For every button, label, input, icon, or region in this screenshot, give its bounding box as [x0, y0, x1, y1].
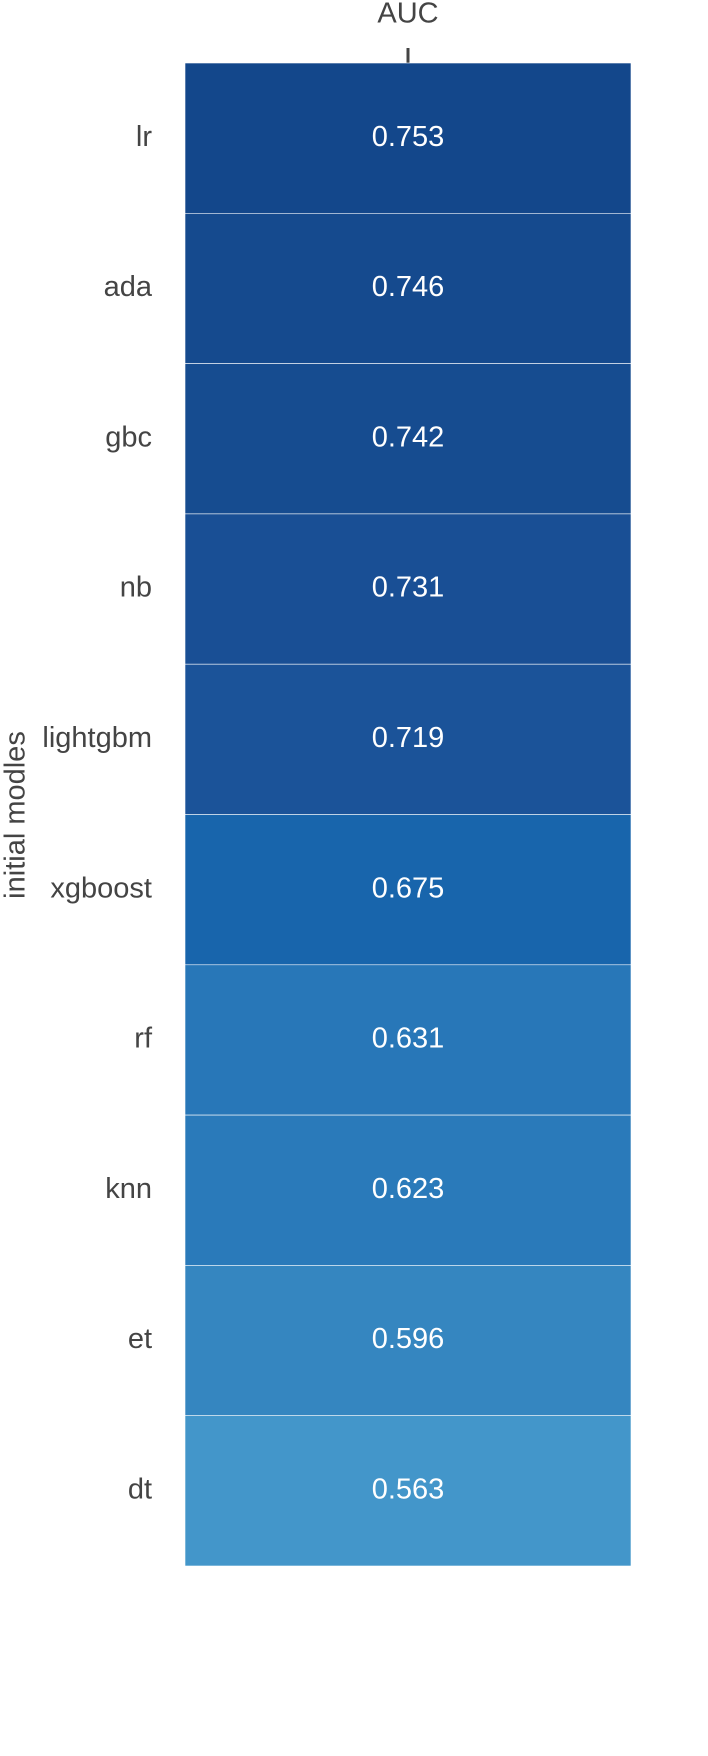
y-tick-label: lr — [136, 121, 152, 153]
value-label: 0.742 — [372, 421, 445, 453]
y-tick-label: nb — [120, 572, 152, 604]
value-label: 0.596 — [372, 1323, 445, 1355]
cell — [184, 663, 632, 815]
x-tick-label: AUC — [377, 0, 438, 30]
y-axis-label: initial modles — [0, 731, 32, 899]
y-tick-label: ada — [104, 271, 153, 303]
value-label: 0.623 — [372, 1173, 445, 1205]
y-tick-label: gbc — [105, 421, 152, 453]
cell — [184, 964, 632, 1116]
cell — [184, 814, 632, 966]
value-label: 0.746 — [372, 271, 445, 303]
cell — [184, 213, 632, 364]
value-label: 0.731 — [372, 572, 445, 604]
y-tick-label: knn — [105, 1173, 152, 1205]
value-label: 0.631 — [372, 1023, 445, 1055]
value-label: 0.719 — [372, 722, 445, 754]
value-label: 0.753 — [372, 121, 445, 153]
cell — [184, 1415, 632, 1567]
y-tick-label: xgboost — [50, 872, 152, 904]
y-tick-label: lightgbm — [42, 722, 152, 754]
y-tick-label: et — [128, 1323, 152, 1355]
value-label: 0.563 — [372, 1474, 445, 1506]
y-tick-label: dt — [128, 1474, 152, 1506]
value-label: 0.675 — [372, 872, 445, 904]
cell — [184, 513, 632, 665]
y-tick-label: rf — [134, 1023, 153, 1055]
cell — [184, 363, 632, 515]
cell — [184, 1114, 632, 1266]
cell — [184, 1265, 632, 1417]
